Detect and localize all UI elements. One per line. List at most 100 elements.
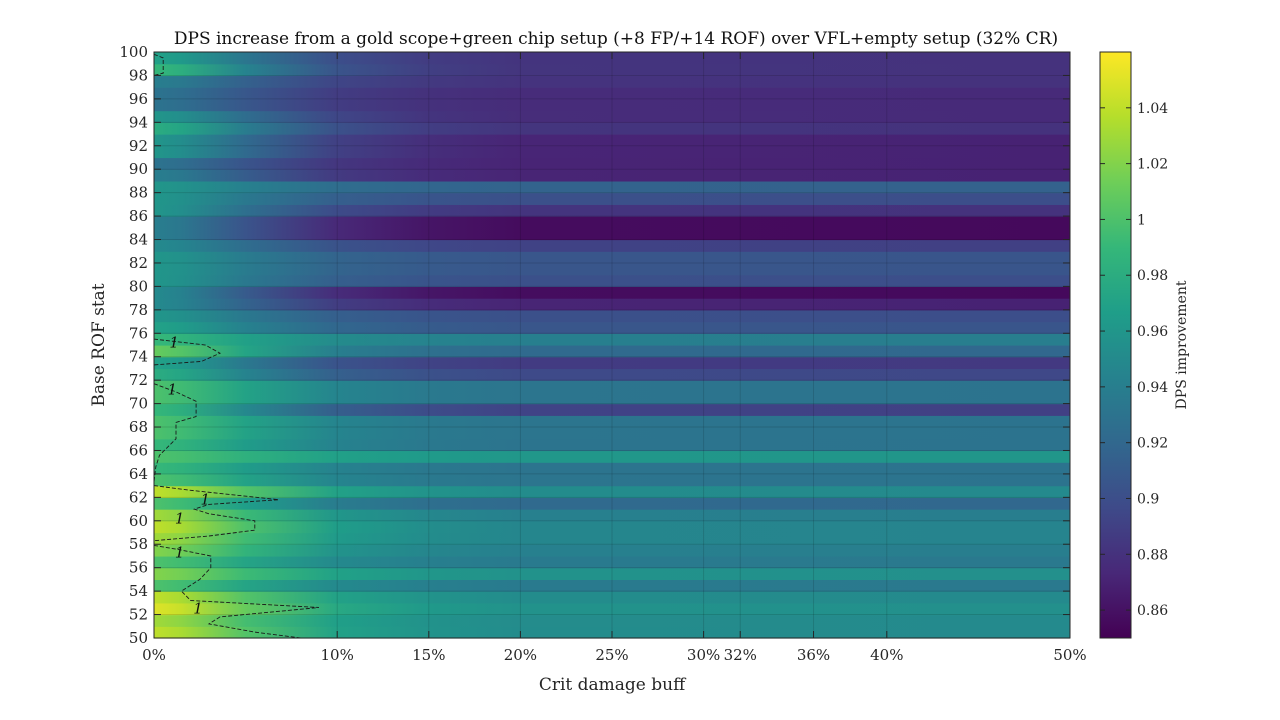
contour-label: 1: [201, 491, 211, 509]
heatmap-row: [154, 462, 1070, 475]
contour-line: [153, 383, 197, 483]
heatmap-row: [154, 509, 1070, 522]
heatmap-row: [154, 544, 1070, 557]
heatmap-row: [154, 380, 1070, 393]
heatmap-row: [154, 251, 1070, 264]
heatmap-row: [154, 356, 1070, 370]
heatmap-row: [154, 345, 1070, 358]
grid-lines: [154, 52, 1070, 638]
y-tick-label: 62: [129, 488, 148, 506]
x-tick-label: 40%: [870, 646, 903, 664]
heatmap-row: [154, 63, 1070, 77]
contour-line: [153, 544, 319, 639]
heatmap-row: [154, 274, 1070, 287]
contour-label: 1: [168, 381, 178, 399]
y-tick-label: 98: [129, 66, 148, 84]
heatmap-row: [154, 98, 1070, 112]
y-tick-label: 54: [129, 582, 148, 600]
y-tick-label: 92: [129, 137, 148, 155]
heatmap-row: [154, 485, 1070, 498]
heatmap-row: [154, 333, 1070, 346]
heatmap-row: [154, 321, 1070, 334]
x-tick-label: 0%: [142, 646, 166, 664]
contour-label: 1: [193, 600, 203, 618]
heatmap-row: [154, 427, 1070, 440]
heatmap-row: [154, 473, 1070, 487]
x-tick-label: 25%: [595, 646, 628, 664]
colorbar-tick-label: 0.86: [1137, 603, 1168, 619]
heatmap-row: [154, 438, 1070, 452]
y-tick-label: 66: [129, 441, 148, 459]
colorbar-tick-label: 0.9: [1137, 491, 1159, 507]
colorbar-tick-label: 1.02: [1137, 157, 1168, 173]
x-tick-label: 50%: [1053, 646, 1086, 664]
heatmap-row: [154, 532, 1070, 545]
x-axis: 0% 10% 15% 20% 25% 30% 32% 36% 40% 50%: [142, 52, 1087, 664]
heatmap-row: [154, 602, 1070, 616]
heatmap-row: [154, 134, 1070, 147]
y-tick-label: 50: [129, 629, 148, 647]
heatmap-row: [154, 145, 1070, 159]
colorbar-tick-label: 0.88: [1137, 547, 1168, 563]
x-tick-label: 15%: [412, 646, 445, 664]
y-tick-label: 78: [129, 301, 148, 319]
x-tick-label: 10%: [321, 646, 354, 664]
colorbar-tick-label: 0.94: [1137, 380, 1168, 396]
heatmap-row: [154, 216, 1070, 229]
y-tick-label: 58: [129, 535, 148, 553]
x-tick-label: 36%: [797, 646, 830, 664]
heatmap-row: [154, 591, 1070, 604]
heatmap-row: [154, 567, 1070, 580]
heatmap-row: [154, 368, 1070, 381]
heatmap-row: [154, 520, 1070, 534]
y-tick-label: 94: [129, 113, 148, 131]
heatmap-row: [154, 192, 1070, 205]
y-tick-label: 82: [129, 254, 148, 272]
contour-label: 1: [175, 509, 185, 527]
colorbar-tick-label: 1: [1137, 212, 1146, 228]
y-tick-label: 86: [129, 207, 148, 225]
heatmap-row: [154, 122, 1070, 135]
colorbar-tick-label: 0.92: [1137, 436, 1168, 452]
heatmap-row: [154, 497, 1070, 510]
x-axis-label: Crit damage buff: [539, 675, 687, 695]
contour-line: [153, 485, 279, 542]
heatmap-row: [154, 262, 1070, 276]
heatmap-row: [154, 614, 1070, 627]
heatmap-row: [154, 579, 1070, 592]
y-tick-label: 100: [119, 43, 148, 61]
heatmap-row: [154, 298, 1070, 311]
colorbar-tick-label: 0.98: [1137, 268, 1168, 284]
y-tick-label: 52: [129, 606, 148, 624]
y-axis: 50 52 54 56 58 60 62 64 66 68 70 72 74 76 78 80 82 84 86 88…: [119, 43, 1070, 647]
colorbar-label: DPS improvement: [1174, 280, 1190, 409]
colorbar-gradient: [1099, 51, 1132, 639]
heatmap-row: [154, 391, 1070, 405]
colorbar: 0.86 0.88 0.9 0.92 0.94 0.96 0.98 1 1.02 1.04: [1099, 51, 1168, 639]
y-tick-label: 88: [129, 184, 148, 202]
y-tick-label: 76: [129, 324, 148, 342]
heatmap-row: [154, 309, 1070, 323]
contour-label: 1: [175, 543, 185, 561]
x-tick-label: 30%: [687, 646, 720, 664]
y-tick-label: 74: [129, 348, 148, 366]
heatmap-row: [154, 110, 1070, 123]
heatmap-row: [154, 204, 1070, 217]
y-tick-label: 96: [129, 90, 148, 108]
x-tick-label: 20%: [504, 646, 537, 664]
y-tick-label: 68: [129, 418, 148, 436]
y-tick-label: 72: [129, 371, 148, 389]
chart-title: DPS increase from a gold scope+green chi…: [174, 29, 1058, 49]
x-tick-label: 32%: [724, 646, 757, 664]
y-tick-label: 90: [129, 160, 148, 178]
y-tick-label: 60: [129, 512, 148, 530]
y-axis-label: Base ROF stat: [89, 283, 109, 406]
heatmap-row: [154, 75, 1070, 88]
y-tick-label: 64: [129, 465, 148, 483]
heatmap-row: [154, 180, 1070, 194]
heatmap-row: [154, 403, 1070, 416]
heatmap-row: [154, 450, 1070, 463]
heatmap-row: [154, 415, 1070, 428]
